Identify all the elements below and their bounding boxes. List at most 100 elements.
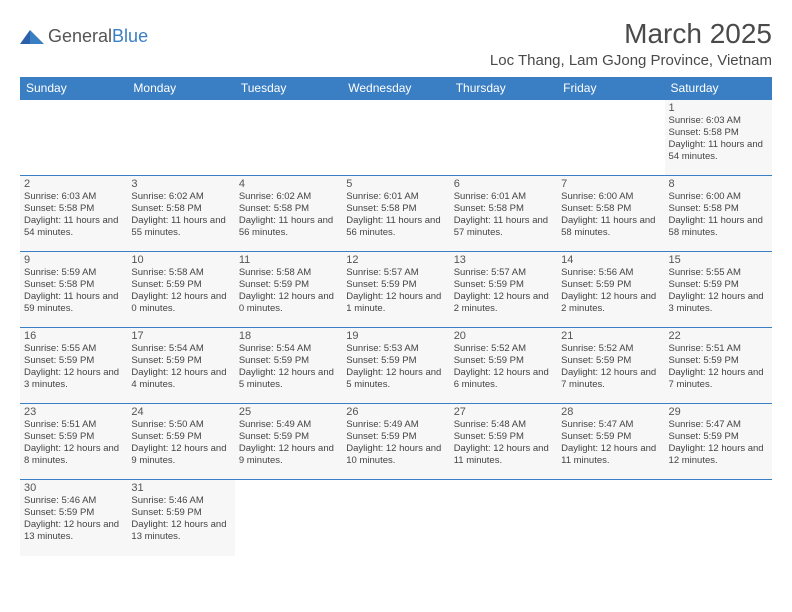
calendar-cell <box>20 100 127 176</box>
info-line: Sunset: 5:59 PM <box>454 279 553 291</box>
info-line: Sunset: 5:58 PM <box>131 203 230 215</box>
day-info: Sunrise: 6:02 AMSunset: 5:58 PMDaylight:… <box>131 191 230 239</box>
day-info: Sunrise: 5:50 AMSunset: 5:59 PMDaylight:… <box>131 419 230 467</box>
day-info: Sunrise: 5:57 AMSunset: 5:59 PMDaylight:… <box>454 267 553 315</box>
day-info: Sunrise: 6:03 AMSunset: 5:58 PMDaylight:… <box>669 115 768 163</box>
info-line: Daylight: 12 hours and 1 minute. <box>346 291 445 315</box>
calendar-row: 23Sunrise: 5:51 AMSunset: 5:59 PMDayligh… <box>20 404 772 480</box>
day-header-row: Sunday Monday Tuesday Wednesday Thursday… <box>20 77 772 100</box>
calendar-row: 16Sunrise: 5:55 AMSunset: 5:59 PMDayligh… <box>20 328 772 404</box>
day-info: Sunrise: 5:57 AMSunset: 5:59 PMDaylight:… <box>346 267 445 315</box>
info-line: Sunset: 5:58 PM <box>454 203 553 215</box>
col-saturday: Saturday <box>665 77 772 100</box>
info-line: Sunset: 5:59 PM <box>131 431 230 443</box>
info-line: Sunset: 5:58 PM <box>24 279 123 291</box>
day-number: 19 <box>346 330 445 342</box>
logo-text: GeneralBlue <box>48 26 148 47</box>
day-info: Sunrise: 5:58 AMSunset: 5:59 PMDaylight:… <box>239 267 338 315</box>
info-line: Daylight: 11 hours and 57 minutes. <box>454 215 553 239</box>
day-number: 9 <box>24 254 123 266</box>
calendar-cell <box>342 100 449 176</box>
day-info: Sunrise: 5:52 AMSunset: 5:59 PMDaylight:… <box>454 343 553 391</box>
col-thursday: Thursday <box>450 77 557 100</box>
day-number: 6 <box>454 178 553 190</box>
day-info: Sunrise: 6:01 AMSunset: 5:58 PMDaylight:… <box>454 191 553 239</box>
info-line: Sunset: 5:59 PM <box>24 431 123 443</box>
info-line: Sunrise: 5:53 AM <box>346 343 445 355</box>
day-info: Sunrise: 5:52 AMSunset: 5:59 PMDaylight:… <box>561 343 660 391</box>
col-wednesday: Wednesday <box>342 77 449 100</box>
calendar-cell: 27Sunrise: 5:48 AMSunset: 5:59 PMDayligh… <box>450 404 557 480</box>
day-number: 31 <box>131 482 230 494</box>
logo-mark-icon <box>20 24 46 49</box>
info-line: Sunrise: 6:01 AM <box>346 191 445 203</box>
info-line: Daylight: 11 hours and 58 minutes. <box>669 215 768 239</box>
calendar-cell <box>665 480 772 556</box>
info-line: Sunrise: 6:00 AM <box>561 191 660 203</box>
info-line: Daylight: 12 hours and 5 minutes. <box>239 367 338 391</box>
day-number: 11 <box>239 254 338 266</box>
calendar-body: 1Sunrise: 6:03 AMSunset: 5:58 PMDaylight… <box>20 100 772 556</box>
calendar-cell: 22Sunrise: 5:51 AMSunset: 5:59 PMDayligh… <box>665 328 772 404</box>
info-line: Daylight: 12 hours and 12 minutes. <box>669 443 768 467</box>
calendar-cell: 24Sunrise: 5:50 AMSunset: 5:59 PMDayligh… <box>127 404 234 480</box>
info-line: Daylight: 12 hours and 0 minutes. <box>239 291 338 315</box>
info-line: Daylight: 11 hours and 58 minutes. <box>561 215 660 239</box>
day-info: Sunrise: 5:47 AMSunset: 5:59 PMDaylight:… <box>561 419 660 467</box>
day-number: 5 <box>346 178 445 190</box>
day-number: 3 <box>131 178 230 190</box>
calendar-row: 30Sunrise: 5:46 AMSunset: 5:59 PMDayligh… <box>20 480 772 556</box>
day-number: 15 <box>669 254 768 266</box>
col-tuesday: Tuesday <box>235 77 342 100</box>
day-info: Sunrise: 5:56 AMSunset: 5:59 PMDaylight:… <box>561 267 660 315</box>
calendar-cell: 31Sunrise: 5:46 AMSunset: 5:59 PMDayligh… <box>127 480 234 556</box>
info-line: Sunrise: 5:58 AM <box>239 267 338 279</box>
day-number: 16 <box>24 330 123 342</box>
info-line: Daylight: 12 hours and 13 minutes. <box>131 519 230 543</box>
day-number: 2 <box>24 178 123 190</box>
calendar-cell: 4Sunrise: 6:02 AMSunset: 5:58 PMDaylight… <box>235 176 342 252</box>
info-line: Sunrise: 6:03 AM <box>669 115 768 127</box>
info-line: Sunrise: 5:54 AM <box>131 343 230 355</box>
info-line: Sunset: 5:59 PM <box>239 279 338 291</box>
day-number: 20 <box>454 330 553 342</box>
info-line: Sunrise: 5:47 AM <box>669 419 768 431</box>
info-line: Daylight: 11 hours and 55 minutes. <box>131 215 230 239</box>
calendar-cell <box>235 100 342 176</box>
calendar-cell <box>235 480 342 556</box>
day-info: Sunrise: 5:54 AMSunset: 5:59 PMDaylight:… <box>131 343 230 391</box>
info-line: Daylight: 12 hours and 2 minutes. <box>561 291 660 315</box>
day-info: Sunrise: 5:51 AMSunset: 5:59 PMDaylight:… <box>669 343 768 391</box>
day-info: Sunrise: 6:03 AMSunset: 5:58 PMDaylight:… <box>24 191 123 239</box>
day-number: 22 <box>669 330 768 342</box>
page-title: March 2025 <box>490 18 772 50</box>
info-line: Daylight: 12 hours and 5 minutes. <box>346 367 445 391</box>
info-line: Sunrise: 5:51 AM <box>24 419 123 431</box>
info-line: Daylight: 12 hours and 7 minutes. <box>561 367 660 391</box>
info-line: Sunset: 5:59 PM <box>561 279 660 291</box>
logo-word2: Blue <box>112 26 148 46</box>
day-info: Sunrise: 5:51 AMSunset: 5:59 PMDaylight:… <box>24 419 123 467</box>
col-friday: Friday <box>557 77 664 100</box>
info-line: Daylight: 12 hours and 9 minutes. <box>131 443 230 467</box>
info-line: Sunrise: 5:52 AM <box>454 343 553 355</box>
info-line: Daylight: 12 hours and 10 minutes. <box>346 443 445 467</box>
calendar-cell: 14Sunrise: 5:56 AMSunset: 5:59 PMDayligh… <box>557 252 664 328</box>
calendar-cell: 11Sunrise: 5:58 AMSunset: 5:59 PMDayligh… <box>235 252 342 328</box>
info-line: Daylight: 11 hours and 59 minutes. <box>24 291 123 315</box>
day-info: Sunrise: 5:55 AMSunset: 5:59 PMDaylight:… <box>24 343 123 391</box>
day-number: 26 <box>346 406 445 418</box>
calendar-cell: 23Sunrise: 5:51 AMSunset: 5:59 PMDayligh… <box>20 404 127 480</box>
info-line: Daylight: 12 hours and 2 minutes. <box>454 291 553 315</box>
info-line: Sunset: 5:59 PM <box>454 355 553 367</box>
info-line: Sunrise: 5:52 AM <box>561 343 660 355</box>
calendar-cell: 3Sunrise: 6:02 AMSunset: 5:58 PMDaylight… <box>127 176 234 252</box>
info-line: Sunset: 5:59 PM <box>561 355 660 367</box>
day-info: Sunrise: 5:48 AMSunset: 5:59 PMDaylight:… <box>454 419 553 467</box>
calendar-row: 9Sunrise: 5:59 AMSunset: 5:58 PMDaylight… <box>20 252 772 328</box>
info-line: Sunrise: 5:51 AM <box>669 343 768 355</box>
calendar-cell: 13Sunrise: 5:57 AMSunset: 5:59 PMDayligh… <box>450 252 557 328</box>
info-line: Daylight: 11 hours and 56 minutes. <box>346 215 445 239</box>
day-number: 10 <box>131 254 230 266</box>
info-line: Daylight: 12 hours and 11 minutes. <box>561 443 660 467</box>
